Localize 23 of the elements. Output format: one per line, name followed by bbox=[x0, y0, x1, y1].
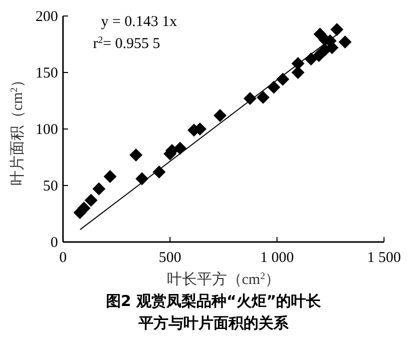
x-axis-title: 叶长平方（cm$^{2}$） bbox=[166, 270, 280, 288]
point bbox=[312, 49, 326, 62]
point bbox=[92, 182, 106, 196]
point bbox=[338, 35, 352, 48]
x-tick-label: 1 500 bbox=[367, 250, 401, 266]
annotation: r$^{2}$= 0.955 5 bbox=[93, 34, 160, 52]
y-tick-label: 50 bbox=[43, 178, 58, 194]
annotation: y = 0.143 1x bbox=[101, 14, 178, 30]
y-tick-label: 150 bbox=[36, 66, 58, 82]
point bbox=[104, 170, 117, 183]
point bbox=[174, 142, 187, 155]
text: 图2 观赏凤梨品种“火炬”的叶长平方与叶片面积的关系 bbox=[106, 292, 322, 332]
point bbox=[330, 23, 344, 36]
y-tick-label: 100 bbox=[36, 122, 58, 138]
y-tick-label: 200 bbox=[36, 9, 58, 25]
point bbox=[84, 194, 98, 207]
point bbox=[256, 90, 270, 104]
y-tick-label: 0 bbox=[50, 235, 58, 251]
point bbox=[129, 148, 142, 162]
point bbox=[214, 108, 227, 122]
x-tick-label: 1 000 bbox=[260, 250, 294, 266]
x-tick-label: 500 bbox=[158, 250, 182, 266]
point bbox=[291, 66, 304, 79]
